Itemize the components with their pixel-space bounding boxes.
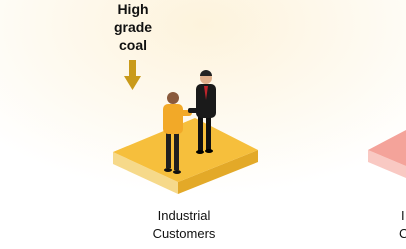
input-label: High (117, 1, 148, 17)
diagram: High grade coal Industrial (0, 0, 406, 244)
node-label: C (399, 226, 406, 241)
node-label: Industrial (158, 208, 211, 223)
node-label: I (401, 208, 405, 223)
node-label: Customers (153, 226, 216, 241)
input-label: grade (114, 19, 152, 35)
input-label: coal (119, 37, 147, 53)
